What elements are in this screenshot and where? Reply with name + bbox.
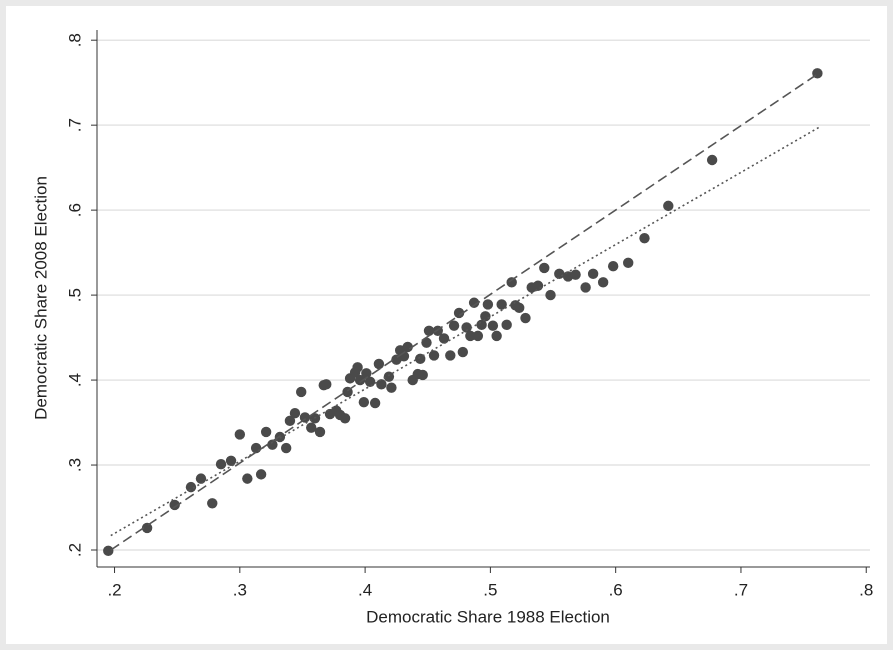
data-point bbox=[314, 426, 326, 438]
data-point bbox=[514, 302, 525, 314]
data-point bbox=[369, 397, 381, 409]
data-point bbox=[361, 368, 372, 379]
data-point bbox=[639, 232, 650, 244]
data-point bbox=[539, 262, 550, 274]
fit-line bbox=[110, 71, 821, 551]
data-point bbox=[386, 382, 397, 393]
fit-line bbox=[110, 126, 821, 537]
data-point bbox=[402, 341, 413, 353]
x-tick-label: .5 bbox=[483, 580, 497, 599]
data-point bbox=[423, 325, 435, 336]
data-point bbox=[339, 413, 351, 424]
data-point bbox=[448, 320, 460, 331]
data-point bbox=[663, 200, 674, 212]
y-axis-title: Democratic Share 2008 Election bbox=[31, 176, 50, 420]
data-point bbox=[506, 277, 517, 288]
data-point bbox=[487, 320, 499, 331]
data-point bbox=[415, 353, 426, 365]
data-point bbox=[284, 415, 296, 427]
data-point bbox=[545, 289, 556, 301]
data-point bbox=[260, 426, 272, 438]
data-point bbox=[706, 154, 718, 166]
data-point bbox=[417, 369, 428, 381]
data-point bbox=[597, 277, 609, 288]
y-tick-label: .7 bbox=[65, 118, 84, 132]
data-point bbox=[352, 362, 363, 373]
data-point bbox=[250, 442, 262, 454]
data-point bbox=[376, 379, 387, 390]
data-point bbox=[445, 350, 456, 361]
data-point bbox=[383, 371, 395, 382]
data-point bbox=[461, 322, 472, 333]
x-tick-label: .6 bbox=[609, 580, 623, 599]
data-point bbox=[623, 257, 634, 269]
x-tick-label: .4 bbox=[358, 580, 372, 599]
data-point bbox=[255, 469, 267, 480]
data-point bbox=[438, 333, 450, 344]
data-point bbox=[280, 442, 292, 454]
data-point bbox=[185, 481, 197, 493]
data-point bbox=[225, 455, 237, 466]
data-point bbox=[501, 319, 512, 331]
data-point bbox=[169, 499, 180, 511]
data-point bbox=[480, 311, 491, 322]
data-point bbox=[496, 299, 507, 310]
x-tick-label: .8 bbox=[859, 580, 873, 599]
x-axis-title: Democratic Share 1988 Election bbox=[366, 607, 610, 626]
data-point bbox=[103, 545, 114, 557]
chart-background bbox=[6, 6, 887, 644]
data-point bbox=[267, 439, 278, 450]
y-tick-label: .3 bbox=[65, 458, 84, 472]
data-point bbox=[453, 307, 465, 319]
data-point bbox=[215, 458, 227, 470]
data-point bbox=[207, 498, 218, 509]
data-point bbox=[457, 346, 469, 358]
data-point bbox=[587, 268, 599, 280]
y-tick-label: .2 bbox=[65, 543, 84, 557]
data-point bbox=[607, 261, 619, 272]
data-point bbox=[570, 269, 581, 280]
data-point bbox=[354, 374, 366, 386]
data-point bbox=[306, 422, 317, 433]
data-point bbox=[296, 386, 307, 398]
data-point bbox=[532, 280, 544, 291]
x-tick-label: .7 bbox=[734, 580, 748, 599]
data-point bbox=[520, 312, 531, 324]
data-point bbox=[491, 330, 502, 342]
data-point bbox=[242, 473, 253, 484]
data-point bbox=[321, 379, 332, 390]
data-point bbox=[465, 330, 476, 342]
data-point bbox=[141, 522, 153, 534]
data-point bbox=[373, 358, 385, 370]
data-point bbox=[358, 396, 370, 408]
data-point bbox=[289, 408, 301, 419]
data-point bbox=[364, 376, 376, 387]
y-tick-label: .4 bbox=[65, 373, 84, 387]
y-tick-label: .6 bbox=[65, 203, 84, 217]
data-point bbox=[234, 429, 246, 440]
data-point bbox=[580, 282, 591, 293]
y-tick-label: .8 bbox=[65, 33, 84, 47]
y-tick-label: .5 bbox=[65, 288, 84, 302]
data-point bbox=[195, 473, 207, 484]
data-point bbox=[554, 268, 565, 280]
x-tick-label: .2 bbox=[107, 580, 121, 599]
x-tick-label: .3 bbox=[233, 580, 247, 599]
data-point bbox=[482, 299, 494, 310]
data-point bbox=[476, 319, 487, 331]
data-point bbox=[472, 330, 484, 342]
data-point bbox=[468, 297, 480, 308]
data-point bbox=[428, 350, 440, 361]
